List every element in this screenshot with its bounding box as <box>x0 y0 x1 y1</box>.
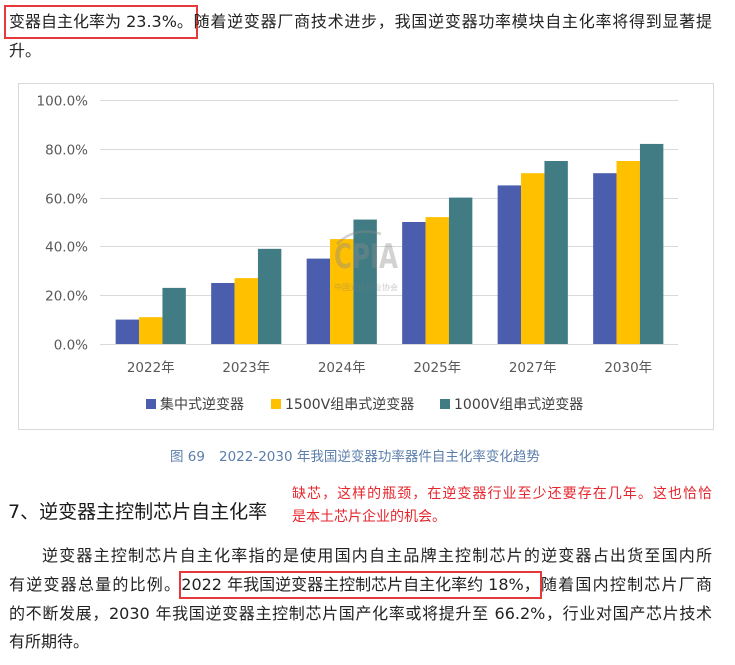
legend-swatch <box>440 399 450 409</box>
bar-central-inverter-2023 <box>211 283 235 344</box>
bar-central-inverter-2025 <box>402 222 426 344</box>
bar-1500v-string-inverter-2022 <box>139 317 163 344</box>
bar-central-inverter-2024 <box>306 258 331 344</box>
y-tick-label: 100.0% <box>37 94 89 110</box>
legend-swatch <box>146 399 156 409</box>
bar-series-central-inverter <box>115 173 617 344</box>
intro-text-rest: 随着逆变器厂商技术进步，我国逆变器功率模块自主化率将得到显著提 <box>192 12 712 31</box>
y-tick-label: 0.0% <box>54 338 88 354</box>
bar-1000v-string-inverter-2023 <box>257 248 282 344</box>
y-tick-label: 80.0% <box>45 143 88 159</box>
annotation-note-line: 是本土芯片企业的机会。 <box>292 509 446 525</box>
chart-container: 0.0% 20.0% 40.0% 60.0% 80.0% 100.0% CPIA 中国光伏行业… <box>18 83 714 430</box>
figure-caption: 图 69 2022-2030 年我国逆变器功率器件自主化率变化趋势 <box>170 448 540 466</box>
gridlines <box>100 100 678 345</box>
watermark-org-name: 中国光伏行业协会 <box>334 282 398 292</box>
x-tick-label: 2022年 <box>127 360 175 376</box>
paragraph-line-4: 有所期待。 <box>9 632 90 651</box>
highlighted-intro-text: 变器自主化率为 23.3%。 <box>4 5 198 39</box>
x-tick-label: 2025年 <box>413 360 461 376</box>
bar-series-1500v-string-inverter <box>139 161 640 344</box>
paragraph-line-1: 逆变器主控制芯片自主化率指的是使用国内自主品牌主控制芯片的逆变器占出货至国内所 <box>42 546 712 565</box>
bar-1500v-string-inverter-2030 <box>616 161 640 344</box>
x-axis-labels: 2022年 2023年 2024年 2025年 2027年 2030年 <box>127 360 652 376</box>
bar-1500v-string-inverter-2025 <box>425 217 449 344</box>
legend-swatch <box>271 399 281 409</box>
bar-central-inverter-2022 <box>115 319 140 344</box>
legend-label: 1500V组串式逆变器 <box>285 397 414 413</box>
x-tick-label: 2023年 <box>222 360 270 376</box>
section-heading: 7、逆变器主控制芯片自主化率 <box>8 501 268 523</box>
bar-central-inverter-2027 <box>497 185 522 344</box>
bar-1000v-string-inverter-2024 <box>353 219 377 344</box>
bar-series-1000v-string-inverter <box>162 143 664 344</box>
bar-1500v-string-inverter-2023 <box>234 278 258 344</box>
watermark-sun-icon <box>336 230 382 245</box>
legend: 集中式逆变器 1500V组串式逆变器 1000V组串式逆变器 <box>146 396 583 413</box>
annotation-note-line: 缺芯，这样的瓶颈，在逆变器行业至少还要存在几年。这也恰恰 <box>292 486 712 502</box>
y-tick-label: 40.0% <box>45 240 88 256</box>
intro-line-2: 升。 <box>9 41 42 60</box>
x-tick-label: 2030年 <box>604 360 652 376</box>
bar-chart: 0.0% 20.0% 40.0% 60.0% 80.0% 100.0% CPIA 中国光伏行业… <box>37 94 678 413</box>
legend-item-1500v-string-inverter: 1500V组串式逆变器 <box>271 397 414 413</box>
paragraph-text: 有逆变器总量的比例。 <box>9 575 182 594</box>
legend-item-central-inverter: 集中式逆变器 <box>146 396 244 413</box>
bars <box>115 143 664 344</box>
legend-label: 集中式逆变器 <box>160 396 244 413</box>
legend-item-1000v-string-inverter: 1000V组串式逆变器 <box>440 397 583 413</box>
bar-1500v-string-inverter-2027 <box>521 173 545 344</box>
bar-1000v-string-inverter-2022 <box>162 287 186 344</box>
y-tick-label: 60.0% <box>45 192 88 208</box>
bar-1000v-string-inverter-2030 <box>639 143 664 344</box>
bar-central-inverter-2030 <box>593 173 617 344</box>
cpia-watermark: CPIA 中国光伏行业协会 <box>334 230 398 292</box>
bar-1000v-string-inverter-2027 <box>544 161 568 344</box>
figure-number: 图 69 <box>170 449 205 465</box>
paragraph-line-2: 有逆变器总量的比例。2022 年我国逆变器主控制芯片自主化率约 18%，随着国内… <box>9 571 712 599</box>
y-tick-label: 20.0% <box>45 289 88 305</box>
x-tick-label: 2027年 <box>509 360 557 376</box>
x-tick-label: 2024年 <box>318 360 366 376</box>
figure-title: 2022-2030 年我国逆变器功率器件自主化率变化趋势 <box>218 449 540 465</box>
paragraph-line-3: 的不断发展，2030 年我国逆变器主控制芯片国产化率或将提升至 66.2%，行业… <box>9 604 712 623</box>
highlighted-paragraph-text: 2022 年我国逆变器主控制芯片自主化率约 18%， <box>179 571 542 599</box>
paragraph-text: 随着国内控制芯片厂商 <box>539 575 712 594</box>
y-axis-labels: 0.0% 20.0% 40.0% 60.0% 80.0% 100.0% <box>37 94 89 354</box>
intro-line-1: 变器自主化率为 23.3%。随着逆变器厂商技术进步，我国逆变器功率模块自主化率将… <box>4 5 712 39</box>
watermark-logo-text: CPIA <box>334 237 398 277</box>
bar-1500v-string-inverter-2024 <box>330 239 354 344</box>
bar-1000v-string-inverter-2025 <box>448 197 473 344</box>
legend-label: 1000V组串式逆变器 <box>454 397 583 413</box>
